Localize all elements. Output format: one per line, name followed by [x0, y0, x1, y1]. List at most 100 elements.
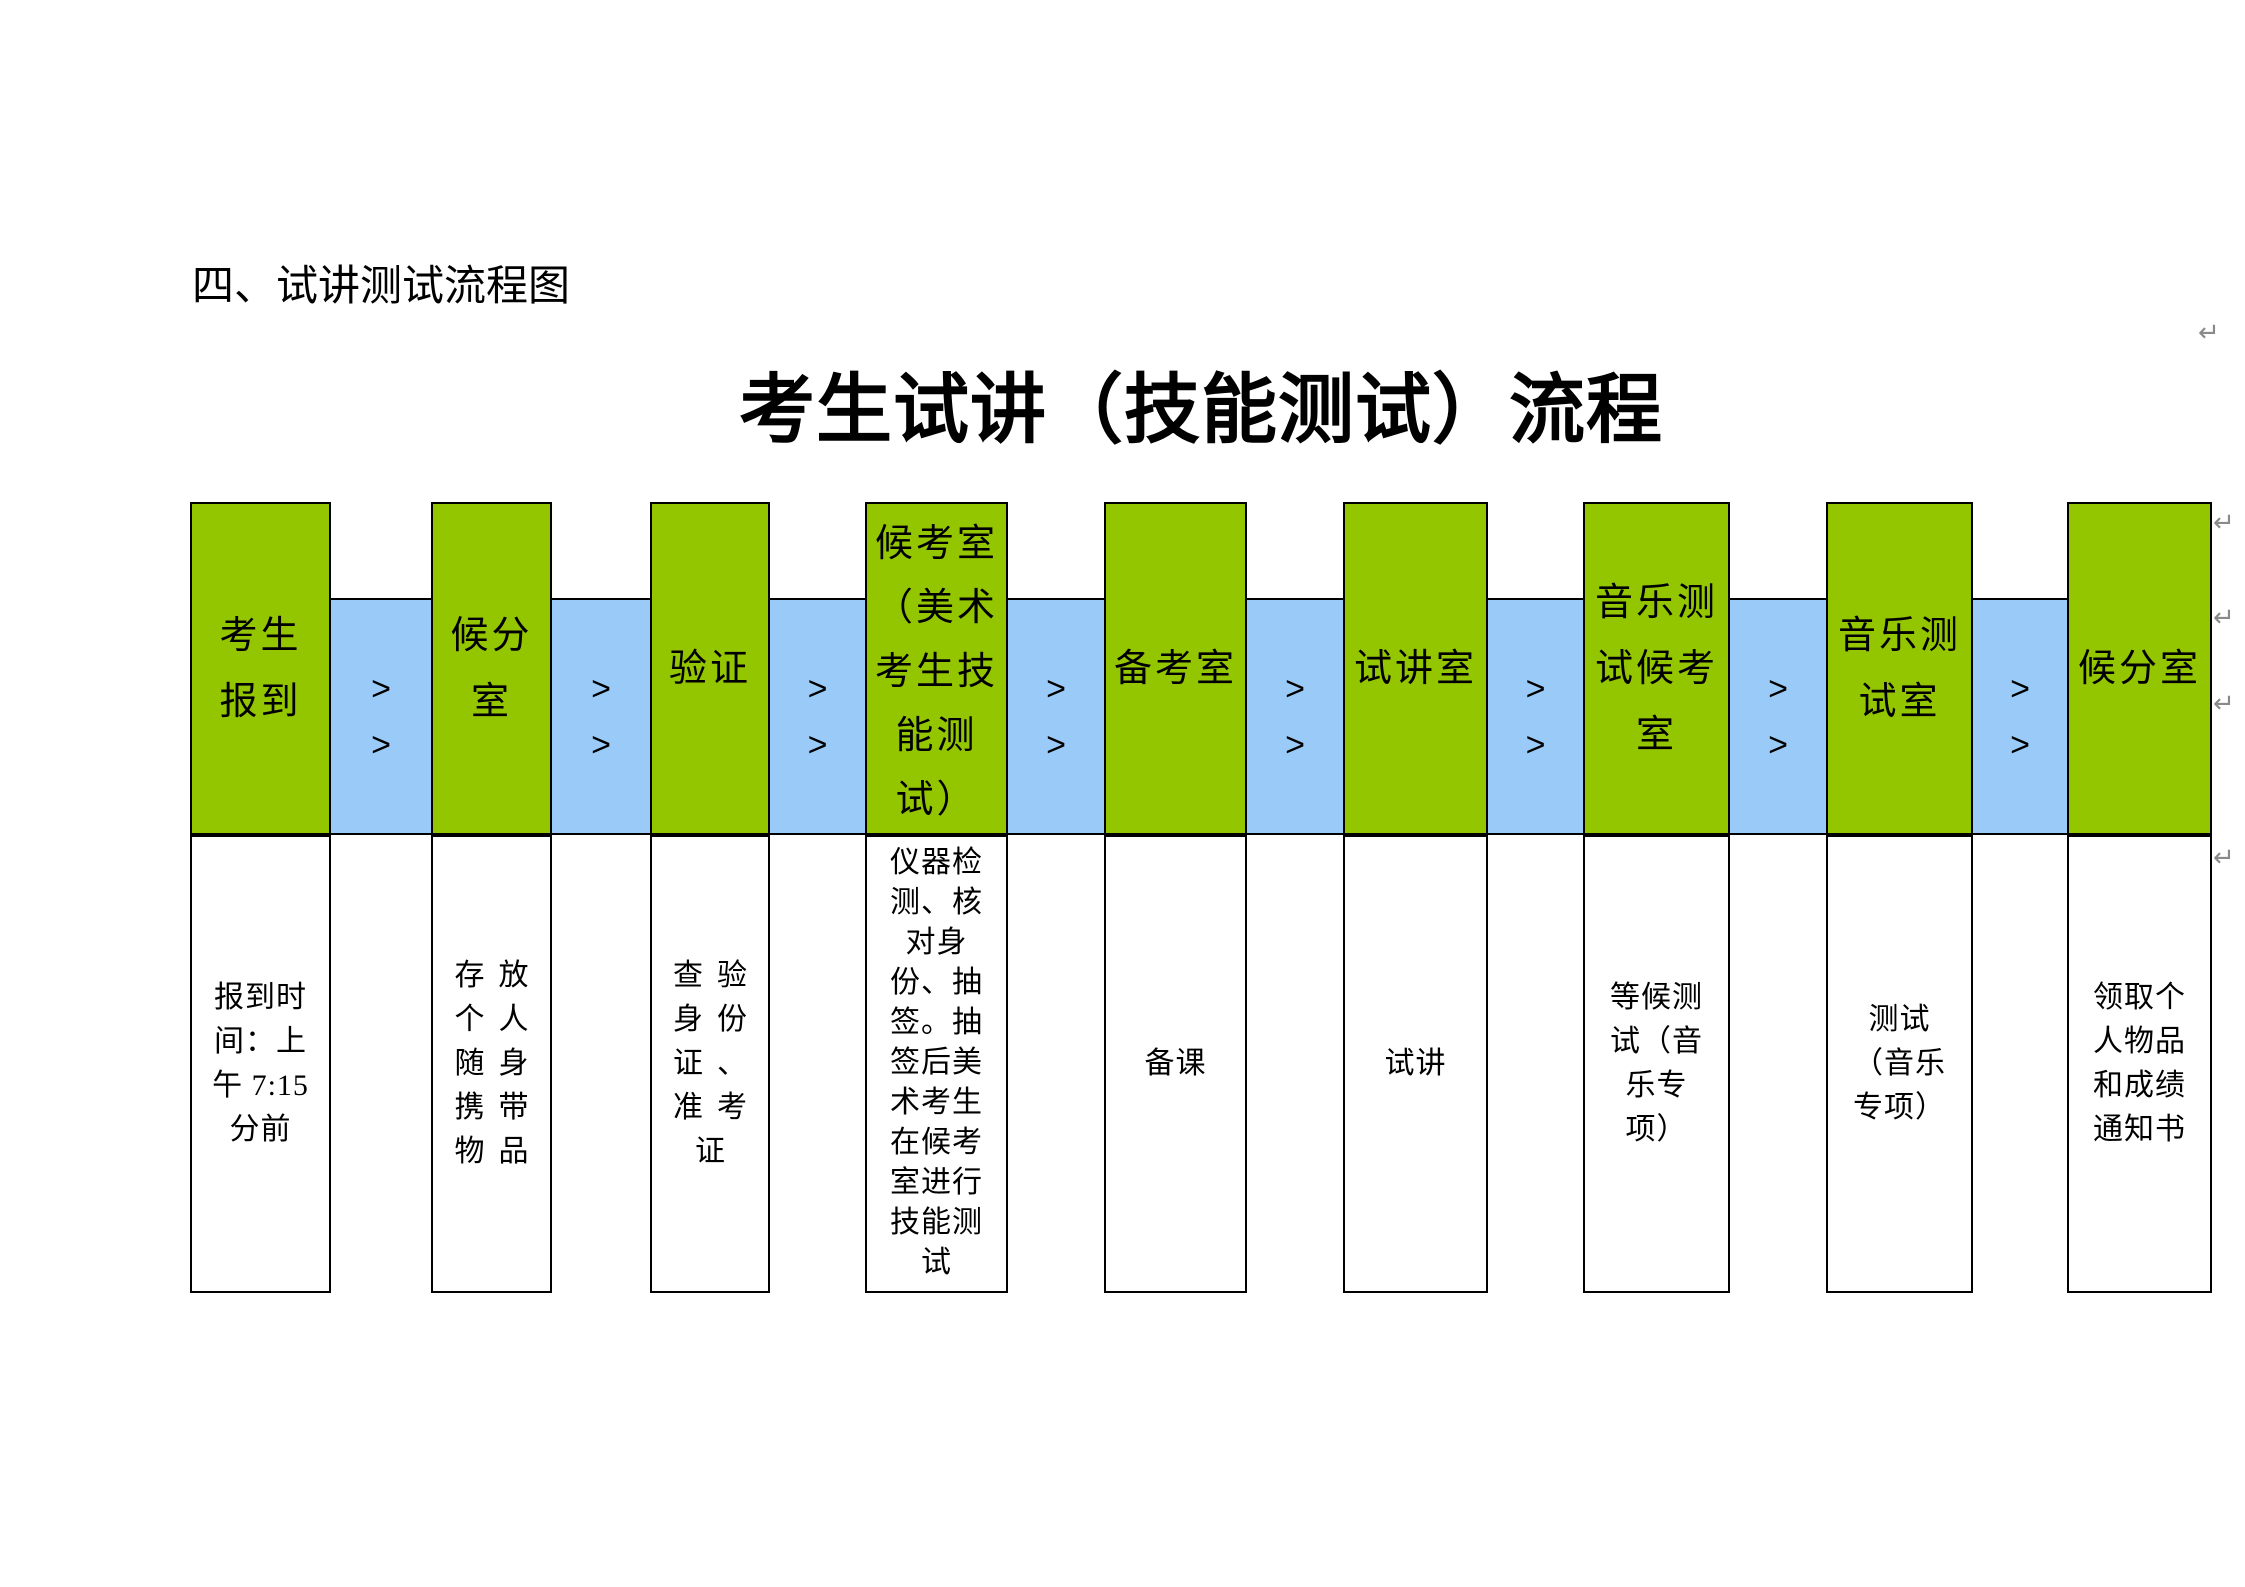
note-line: 室进行: [890, 1166, 983, 1199]
stage-box-prep-room: 备考室: [1104, 502, 1247, 835]
chevron-right-icon: >: [2010, 725, 2030, 764]
stage-label-line: 音乐测: [1594, 581, 1718, 624]
flow-title: 考生试讲（技能测试）流程: [739, 369, 1663, 453]
note-line: 午 7:15: [212, 1069, 309, 1102]
note-line: 对身: [905, 926, 968, 959]
note-line: 项）: [1625, 1113, 1688, 1146]
stage-box-waiting-assignment-room-final: 候分室: [2067, 502, 2212, 835]
stage-label-line: 考生技: [874, 651, 998, 693]
note-line: 等候测: [1610, 981, 1703, 1014]
chevron-right-icon: >: [1046, 725, 1066, 764]
note-line: 备课: [1144, 1047, 1207, 1080]
flow-connector: > >: [331, 598, 431, 835]
stage-box-music-test-waiting-room: 音乐测 试候考 室: [1583, 502, 1730, 835]
chevron-right-icon: >: [1525, 669, 1546, 708]
note-box-verify-id: 查验 身份 证、 准考 证: [650, 835, 770, 1293]
return-mark-icon: ↵: [2213, 603, 2235, 633]
note-line: 测、核: [890, 886, 983, 919]
chevron-right-icon: >: [1525, 725, 1546, 764]
note-line: 查验: [673, 959, 761, 992]
stage-label-line: 考生: [219, 614, 302, 657]
chevron-right-icon: >: [807, 669, 828, 708]
note-line: 个人: [454, 1003, 543, 1036]
return-mark-icon: ↵: [2213, 843, 2235, 873]
stage-label-line: 试）: [895, 779, 978, 821]
chevron-right-icon: >: [1285, 669, 1305, 708]
stage-label-line: 报到: [219, 680, 302, 723]
stage-box-exam-waiting-room-art: 候考室 （美术 考生技 能测 试）: [865, 502, 1008, 835]
note-box-device-check-draw: 仪器检 测、核 对身 份、抽 签。抽 签后美 术考生 在候考 室进行 技能测 试: [865, 835, 1008, 1293]
chevron-right-icon: >: [807, 725, 828, 764]
flow-connector: > >: [1730, 598, 1826, 835]
note-line: 试（音: [1610, 1025, 1703, 1058]
note-line: 分前: [229, 1113, 292, 1146]
chevron-right-icon: >: [1285, 725, 1305, 764]
note-line: 试: [921, 1246, 952, 1279]
stage-label-line: 候分室: [2077, 647, 2201, 690]
note-line: 术考生: [890, 1086, 983, 1119]
note-line: 技能测: [890, 1206, 983, 1239]
note-line: 和成绩: [2093, 1069, 2186, 1102]
stage-label-line: 候分: [450, 614, 533, 657]
chevron-right-icon: >: [1768, 669, 1788, 708]
stage-label-line: 室: [470, 680, 512, 723]
note-line: 携带: [454, 1091, 543, 1124]
flow-connector: > >: [770, 598, 865, 835]
note-line: 报到时: [214, 981, 307, 1014]
note-line: 存放: [454, 959, 543, 992]
note-line: 乐专: [1625, 1069, 1688, 1102]
note-line: 通知书: [2093, 1113, 2186, 1146]
chevron-right-icon: >: [2010, 669, 2030, 708]
note-box-checkin-time: 报到时 间：上 午 7:15 分前: [190, 835, 331, 1293]
note-line: 证、: [673, 1047, 761, 1080]
note-line: 在候考: [890, 1126, 983, 1159]
stage-label-line: 室: [1635, 713, 1677, 756]
note-box-music-test: 测试 （音乐 专项）: [1826, 835, 1973, 1293]
note-box-trial-lecture: 试讲: [1343, 835, 1488, 1293]
chevron-right-icon: >: [1768, 725, 1788, 764]
chevron-right-icon: >: [1046, 669, 1066, 708]
stage-box-music-test-room: 音乐测 试室: [1826, 502, 1973, 835]
note-line: 签。抽: [890, 1006, 983, 1039]
return-mark-icon: ↵: [2198, 318, 2220, 348]
note-box-prepare-lesson: 备课: [1104, 835, 1247, 1293]
stage-label-line: 试讲室: [1353, 647, 1477, 690]
note-line: 间：上: [214, 1025, 307, 1058]
stage-label-line: 能测: [895, 715, 978, 757]
return-mark-icon: ↵: [2213, 508, 2235, 538]
note-line: 人物品: [2093, 1025, 2186, 1058]
chevron-right-icon: >: [371, 725, 391, 764]
stage-label-line: 试候考: [1594, 647, 1718, 690]
flow-connector: > >: [552, 598, 650, 835]
stage-box-candidate-checkin: 考生 报到: [190, 502, 331, 835]
note-line: 签后美: [890, 1046, 983, 1079]
stage-label-line: 候考室: [874, 523, 998, 565]
chevron-right-icon: >: [371, 669, 391, 708]
note-line: （音乐: [1853, 1047, 1946, 1080]
flow-connector: > >: [1247, 598, 1343, 835]
stage-box-waiting-assignment-room: 候分 室: [431, 502, 552, 835]
stage-label-line: 试室: [1858, 680, 1941, 723]
note-box-store-belongings: 存放 个人 随身 携带 物品: [431, 835, 552, 1293]
note-line: 随身: [454, 1047, 543, 1080]
note-line: 试讲: [1384, 1047, 1447, 1080]
chevron-right-icon: >: [591, 725, 611, 764]
note-line: 仪器检: [890, 846, 983, 879]
stage-box-trial-lecture-room: 试讲室: [1343, 502, 1488, 835]
stage-box-verification: 验证: [650, 502, 770, 835]
return-mark-icon: ↵: [2213, 689, 2235, 719]
flow-connector: > >: [1973, 598, 2067, 835]
stage-label-line: 验证: [668, 647, 751, 690]
note-box-collect-belongings: 领取个 人物品 和成绩 通知书: [2067, 835, 2212, 1293]
section-heading: 四、试讲测试流程图: [192, 264, 571, 310]
stage-label-line: 音乐测: [1837, 614, 1961, 657]
flow-connector: > >: [1488, 598, 1583, 835]
flow-connector: > >: [1008, 598, 1104, 835]
note-line: 专项）: [1853, 1091, 1946, 1124]
chevron-right-icon: >: [591, 669, 611, 708]
note-line: 测试: [1868, 1003, 1931, 1036]
note-line: 物品: [454, 1135, 543, 1168]
note-line: 领取个: [2093, 981, 2186, 1014]
stage-label-line: 备考室: [1113, 647, 1237, 690]
